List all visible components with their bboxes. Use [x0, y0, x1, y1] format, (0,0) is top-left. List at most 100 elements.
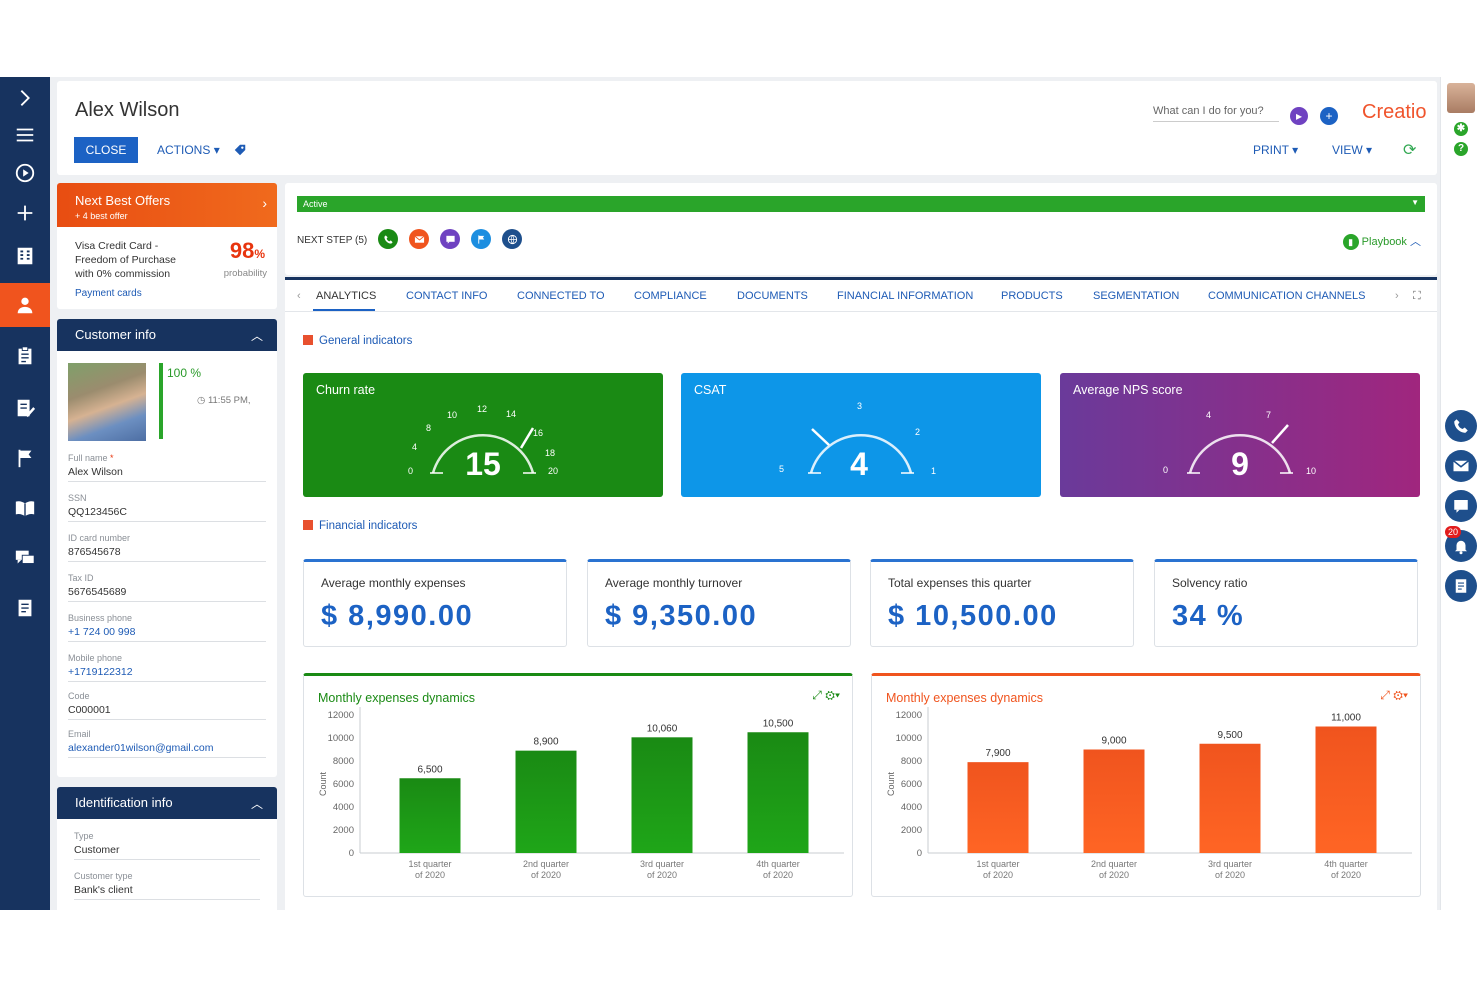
gauge-csat-svg: 5 3 2 1 4	[779, 401, 936, 482]
email-icon[interactable]	[409, 229, 429, 249]
general-indicators-header[interactable]: General indicators	[303, 335, 412, 347]
customer-info-header[interactable]: Customer info ︿	[57, 319, 277, 351]
tab-communication-channels[interactable]: COMMUNICATION CHANNELS	[1208, 290, 1366, 302]
chevron-left-icon[interactable]: ‹	[297, 290, 301, 302]
print-menu[interactable]: PRINT ▾	[1253, 143, 1298, 157]
gauge-label: CSAT	[694, 383, 727, 397]
field-full-name[interactable]: Full name * Alex Wilson	[68, 453, 266, 482]
chevron-up-icon[interactable]: ︿	[250, 797, 263, 811]
avatar[interactable]	[68, 363, 146, 441]
field-id-card[interactable]: ID card number 876545678	[68, 533, 266, 562]
settings-gear-icon[interactable]: ✱	[1454, 122, 1468, 136]
gauge-churn-rate[interactable]: 0 4 8 10 12 14 16 18 20 15 Churn rate	[303, 373, 663, 497]
field-type[interactable]: Type Customer	[74, 831, 260, 860]
gauge-needle	[811, 428, 830, 446]
tab-documents[interactable]: DOCUMENTS	[737, 290, 808, 302]
caret-down-icon: ▾	[1366, 143, 1373, 157]
gauge-nps[interactable]: 0 4 7 10 9 Average NPS score	[1060, 373, 1420, 497]
tab-segmentation[interactable]: SEGMENTATION	[1093, 290, 1180, 302]
field-mobile-phone[interactable]: Mobile phone +1719122312	[68, 653, 266, 682]
chat-icon[interactable]	[0, 537, 50, 579]
view-menu[interactable]: VIEW ▾	[1332, 143, 1372, 157]
chart-tools: ⤢ ⚙▾	[812, 688, 840, 703]
field-code[interactable]: Code C000001	[68, 691, 266, 720]
collapse-icon[interactable]	[303, 335, 313, 345]
expand-chart-icon[interactable]: ⤢	[812, 688, 822, 702]
identification-info-header[interactable]: Identification info ︿	[57, 787, 277, 819]
financial-indicators-header[interactable]: Financial indicators	[303, 520, 417, 532]
field-value[interactable]: +1719122312	[68, 666, 133, 678]
tab-connected-to[interactable]: CONNECTED TO	[517, 290, 605, 302]
kpi-average-monthly-turnover[interactable]: Average monthly turnover $ 9,350.00	[587, 559, 851, 647]
edit-document-icon[interactable]	[0, 387, 50, 429]
chart-settings-icon[interactable]: ⚙▾	[1393, 688, 1408, 702]
chat-bubble-icon[interactable]	[1445, 490, 1477, 522]
bar	[399, 778, 461, 853]
flag-icon[interactable]	[0, 437, 50, 479]
x-tick-label: of 2020	[1215, 870, 1245, 880]
expand-icon[interactable]	[0, 77, 50, 119]
tab-products[interactable]: PRODUCTS	[1001, 290, 1063, 302]
field-customer-type[interactable]: Customer type Bank's client	[74, 871, 260, 900]
feed-icon[interactable]	[1445, 570, 1477, 602]
next-best-offers-header[interactable]: Next Best Offers + 4 best offer ›	[57, 183, 277, 227]
add-icon[interactable]	[0, 192, 50, 234]
bar	[1315, 726, 1377, 853]
add-record-icon[interactable]: +	[1320, 107, 1338, 125]
tab-contact-info[interactable]: CONTACT INFO	[406, 290, 488, 302]
chart-settings-icon[interactable]: ⚙▾	[825, 688, 840, 702]
user-avatar[interactable]	[1447, 83, 1475, 113]
mail-icon[interactable]	[1445, 450, 1477, 482]
gauge-csat[interactable]: 5 3 2 1 4 CSAT	[681, 373, 1041, 497]
notifications-bell-icon[interactable]: 20	[1445, 526, 1477, 562]
field-value[interactable]: alexander01wilson@gmail.com	[68, 742, 214, 754]
field-value: Bank's client	[74, 884, 133, 896]
close-button[interactable]: CLOSE	[74, 137, 138, 163]
field-email[interactable]: Email alexander01wilson@gmail.com	[68, 729, 266, 758]
tag-icon[interactable]	[233, 143, 247, 157]
chevron-up-icon[interactable]: ︿	[250, 329, 263, 343]
help-icon[interactable]: ?	[1454, 142, 1468, 156]
y-tick-label: 12000	[328, 710, 354, 721]
kpi-total-expenses-quarter[interactable]: Total expenses this quarter $ 10,500.00	[870, 559, 1134, 647]
payment-cards-link[interactable]: Payment cards	[75, 288, 142, 299]
accounts-icon[interactable]	[0, 235, 50, 277]
call-icon[interactable]	[378, 229, 398, 249]
actions-menu[interactable]: ACTIONS ▾	[157, 143, 220, 157]
refresh-icon[interactable]: ⟳	[1403, 142, 1417, 159]
bar-value-label: 9,000	[1101, 736, 1126, 747]
chevron-right-icon[interactable]: ›	[1395, 290, 1399, 302]
field-tax-id[interactable]: Tax ID 5676545689	[68, 573, 266, 602]
kpi-average-monthly-expenses[interactable]: Average monthly expenses $ 8,990.00	[303, 559, 567, 647]
search-input[interactable]: What can I do for you?	[1153, 105, 1279, 122]
phone-icon[interactable]	[1445, 410, 1477, 442]
play-process-icon[interactable]: ▸	[1290, 107, 1308, 125]
collapse-icon[interactable]	[303, 520, 313, 530]
play-icon[interactable]	[0, 152, 50, 194]
fullscreen-icon[interactable]: ⛶	[1413, 290, 1421, 302]
identification-info-card: Identification info ︿ Type Customer Custo…	[57, 787, 277, 910]
tab-compliance[interactable]: COMPLIANCE	[634, 290, 707, 302]
document-icon[interactable]	[0, 587, 50, 629]
tab-financial-information[interactable]: FINANCIAL INFORMATION	[837, 290, 974, 302]
menu-icon[interactable]	[0, 114, 50, 156]
tab-analytics[interactable]: ANALYTICS	[316, 290, 377, 302]
field-value[interactable]: +1 724 00 998	[68, 626, 136, 638]
book-icon[interactable]	[0, 487, 50, 529]
kpi-solvency-ratio[interactable]: Solvency ratio 34 %	[1154, 559, 1418, 647]
field-label: Code	[68, 691, 90, 701]
chevron-up-icon[interactable]: ︿	[1410, 236, 1421, 248]
message-icon[interactable]	[440, 229, 460, 249]
contacts-icon[interactable]	[0, 283, 50, 327]
globe-icon[interactable]	[502, 229, 522, 249]
clipboard-icon[interactable]	[0, 335, 50, 377]
stage-bar[interactable]: Active ▼	[297, 196, 1425, 212]
caret-down-icon[interactable]: ▼	[1411, 198, 1419, 207]
field-ssn[interactable]: SSN QQ123456C	[68, 493, 266, 522]
playbook-button[interactable]: ▮ Playbook ︿	[1342, 233, 1421, 250]
chevron-right-icon[interactable]: ›	[262, 195, 267, 211]
expand-chart-icon[interactable]: ⤢	[1380, 688, 1390, 702]
task-flag-icon[interactable]	[471, 229, 491, 249]
field-business-phone[interactable]: Business phone +1 724 00 998	[68, 613, 266, 642]
field-label: ID card number	[68, 533, 131, 543]
